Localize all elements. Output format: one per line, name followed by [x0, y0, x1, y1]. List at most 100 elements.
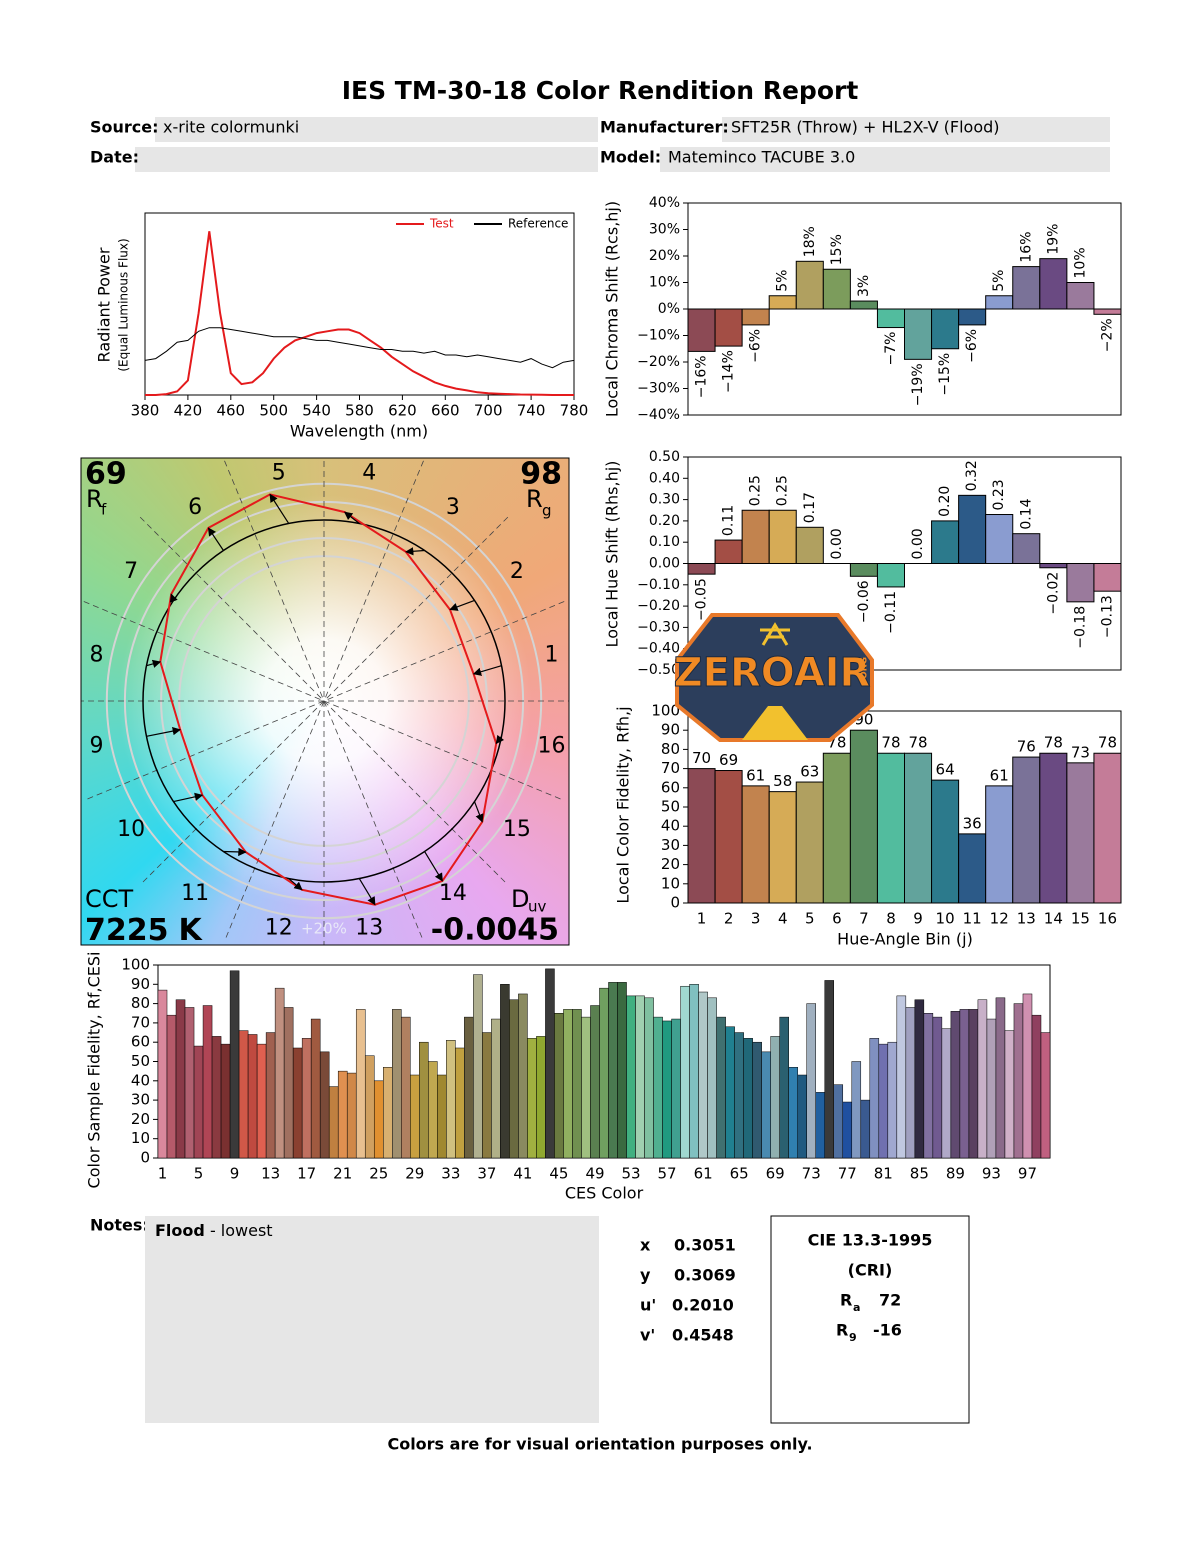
value-label: 0.17	[802, 492, 818, 523]
value-label: −0.02	[1045, 572, 1061, 615]
bar	[833, 1084, 844, 1159]
bar	[473, 974, 483, 1159]
bar	[860, 1099, 871, 1159]
hue-bin-label: 2	[510, 559, 524, 584]
chromaticity-label: y	[640, 1266, 651, 1285]
y-tick-label: −0.30	[637, 619, 680, 635]
report-title: IES TM-30-18 Color Rendition Report	[342, 76, 859, 105]
y-tick-label: −0.50	[637, 662, 680, 678]
x-tick-label: 11	[963, 910, 982, 928]
reference-circle	[142, 519, 506, 883]
value-label: 58	[773, 772, 792, 790]
x-tick-label: 620	[388, 402, 417, 420]
y-axis-label: Local Color Fidelity, Rfh,j	[614, 706, 633, 903]
y-tick-label: 90	[131, 975, 150, 993]
bar	[274, 987, 285, 1159]
value-label: 78	[908, 734, 927, 752]
bar	[1012, 756, 1041, 904]
bar	[931, 308, 960, 350]
plot-frame	[144, 212, 575, 396]
value-label: 5%	[991, 270, 1007, 292]
logo-text: ZEROAIR	[674, 650, 871, 696]
bar	[355, 1009, 366, 1159]
bar	[716, 1016, 726, 1159]
value-label: 0.25	[748, 475, 764, 506]
bar	[914, 999, 925, 1159]
cct-label: CCT	[85, 885, 134, 913]
cri-title: CIE 13.3-1995	[808, 1231, 933, 1250]
bar	[725, 1026, 735, 1159]
bar	[590, 1005, 600, 1159]
bar	[698, 991, 708, 1159]
series-line	[145, 231, 574, 396]
value-label: −0.13	[1099, 595, 1115, 638]
value-label: 5%	[775, 270, 791, 292]
x-tick-label: 780	[560, 402, 589, 420]
bar	[211, 1036, 222, 1159]
bar	[1013, 1003, 1024, 1159]
bar	[779, 1016, 789, 1159]
bar	[795, 526, 824, 564]
bar	[822, 752, 851, 904]
value-label: 78	[881, 734, 900, 752]
cri: CIE 13.3-1995 (CRI) R a 72 R 9 -16	[808, 1231, 933, 1345]
hue-bin-label: 11	[181, 881, 209, 906]
field-label: Source:	[90, 118, 159, 137]
bar	[1039, 258, 1068, 310]
value-label: −6%	[748, 329, 764, 363]
y-tick-label: 30	[661, 836, 680, 854]
bar	[904, 752, 933, 904]
hue-bin-label: 3	[446, 495, 460, 520]
value-label: 73	[1071, 743, 1090, 761]
shift-arrow	[424, 851, 443, 882]
bar	[986, 1018, 997, 1159]
y-tick-label: 10	[131, 1129, 150, 1147]
duv-sub: uv	[528, 898, 547, 916]
shift-arrow	[169, 593, 178, 603]
bar	[849, 563, 878, 577]
bar	[842, 1101, 853, 1159]
field-value: Mateminco TACUBE 3.0	[668, 148, 855, 167]
bar	[687, 768, 716, 904]
bar	[923, 1013, 934, 1159]
bar	[770, 1036, 780, 1159]
cct-value: 7225	[85, 913, 169, 948]
bar	[876, 308, 905, 329]
bar	[741, 509, 770, 564]
bar	[761, 1051, 771, 1159]
bar	[958, 833, 987, 904]
bar	[662, 1020, 672, 1159]
bar	[851, 1061, 862, 1159]
notes-text: Flood - lowest	[155, 1221, 273, 1240]
y-tick-label: 80	[131, 994, 150, 1012]
bar	[768, 509, 797, 564]
chromaticity-label: u'	[640, 1296, 656, 1315]
bar	[869, 1038, 880, 1159]
x-tick-label: 540	[302, 402, 331, 420]
bar	[995, 997, 1006, 1159]
bar	[896, 995, 907, 1159]
value-label: 15%	[829, 234, 845, 265]
bar	[572, 1009, 582, 1159]
notes-body: - lowest	[205, 1221, 273, 1240]
bar	[527, 1038, 537, 1159]
bar	[707, 997, 717, 1159]
bar	[644, 997, 654, 1159]
bar	[1093, 308, 1122, 315]
bar	[849, 300, 878, 310]
value-label: −2%	[1099, 318, 1115, 352]
bar	[958, 494, 987, 564]
hue-bin-label: 1	[545, 643, 559, 668]
x-tick-label: 660	[431, 402, 460, 420]
bar	[985, 785, 1014, 904]
bar	[876, 752, 905, 904]
ra-value: 72	[879, 1291, 901, 1310]
value-label: −19%	[910, 363, 926, 406]
ra-symbol: R	[840, 1291, 852, 1310]
legend-label: Reference	[508, 217, 568, 231]
bar	[373, 1080, 384, 1159]
bar	[931, 520, 960, 565]
y-tick-label: 90	[661, 721, 680, 739]
y-tick-label: −0.20	[637, 598, 680, 614]
